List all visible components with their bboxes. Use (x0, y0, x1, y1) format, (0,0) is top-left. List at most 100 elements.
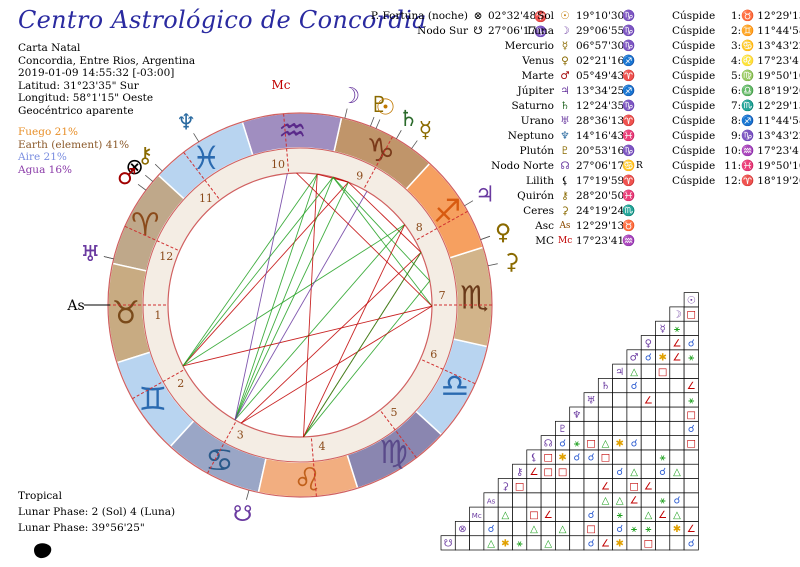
outer-planet-glyph: ♄ (398, 107, 418, 132)
planet-tick (395, 130, 402, 140)
aspect-line (234, 177, 334, 421)
page-title: Centro Astrológico de Concordia (18, 6, 427, 34)
house-number: 10 (271, 158, 285, 171)
aspect-line (182, 176, 334, 367)
cusp-sign: ♑ (741, 130, 755, 142)
aspect-line (234, 181, 349, 421)
element-fire: Fuego 21% (18, 126, 78, 138)
cusp-label: Cúspide (672, 100, 716, 112)
aspect-line (303, 280, 431, 438)
cusp-position: 11°44'58" (757, 25, 800, 37)
cusp-number: 3: (730, 40, 742, 52)
planet-sign: ♒ (622, 235, 636, 247)
cusp-number: 11: (724, 160, 742, 172)
aspect-line (182, 173, 318, 367)
zodiac-sign-glyph: ♎ (440, 367, 469, 405)
planet-sign: ♈ (622, 175, 636, 187)
aspect-line (348, 181, 422, 253)
house-number: 9 (356, 170, 363, 183)
planet-position: 24°19'24" (576, 205, 630, 217)
planet-glyph: ♃ (560, 85, 570, 97)
cusp-row: Cúspide 7:♏12°29'13" (672, 100, 800, 113)
zodiac-sign-glyph: ♓ (192, 139, 221, 177)
outer-planet-glyph: ☿ (419, 118, 433, 143)
aspect-line (234, 173, 318, 421)
moon-phase-icon (34, 543, 52, 559)
aspect-line (332, 176, 433, 307)
inner-circle (167, 172, 433, 438)
house-cusp-line (363, 136, 393, 190)
planet-sign: ♓ (622, 190, 636, 202)
planet-sign: ♉ (622, 220, 636, 232)
house-number: 12 (159, 250, 173, 263)
planet-row: Lilith ⚸ 17°19'59" ♈ (478, 175, 668, 188)
outer-planet-glyph: ♅ (80, 242, 100, 267)
cusp-position: 19°50'16" (757, 160, 800, 172)
planet-sign: ♓ (622, 130, 636, 142)
planet-position: 02°21'16" (576, 55, 630, 67)
midheaven-label: Mc (272, 78, 291, 92)
element-air: Aire 21% (18, 151, 67, 164)
planet-tick (369, 116, 375, 127)
retrograde-flag: R (636, 161, 643, 171)
planet-tick (137, 183, 147, 191)
planet-position: 05°49'43" (576, 70, 630, 82)
planet-name: Júpiter (517, 85, 554, 97)
planet-glyph: ☿ (561, 40, 569, 52)
planet-position: 06°57'30" (576, 40, 630, 52)
planet-sign: ♐ (622, 85, 636, 97)
planet-position: 14°16'43" (576, 130, 630, 142)
planet-row: Mercurio ☿ 06°57'30" ♑ (478, 40, 668, 53)
planet-tick (245, 490, 250, 500)
zodiac-sign-glyph: ♑ (366, 131, 395, 169)
planet-glyph: ♅ (560, 115, 570, 127)
cusp-sign: ♓ (741, 160, 755, 172)
chart-type: Carta Natal (18, 42, 81, 54)
cusp-sign: ♉ (741, 10, 755, 22)
planet-tick (411, 140, 418, 149)
cusp-position: 12°29'13" (757, 10, 800, 22)
planet-position: 17°23'41" (576, 235, 630, 247)
chart-latitude: Latitud: 31°23'35" Sur (18, 79, 139, 92)
outer-planet-glyph: ☽ (341, 84, 361, 109)
aspect-line (182, 305, 433, 367)
planet-sign: ♑ (622, 40, 636, 52)
planet-name: Lilith (525, 175, 554, 187)
zodiac-sign-glyph: ♋ (205, 441, 234, 479)
planet-row: Ceres ⚳ 24°19'24" ♏ (478, 205, 668, 218)
planet-tick (344, 108, 348, 119)
cusp-number: 2: (730, 25, 742, 37)
cusp-sign: ♈ (741, 175, 755, 187)
fortune-pos: 02°32'48" (488, 10, 542, 22)
chart-location: Concordia, Entre Rios, Argentina (18, 54, 196, 67)
fortune-name: P. Fortuna (noche) (370, 10, 468, 22)
cusp-number: 1: (730, 10, 742, 22)
chart-longitude: Longitud: 58°1'15" Oeste (18, 92, 154, 105)
house-cusp-line (207, 420, 237, 474)
planet-name: Marte (521, 70, 554, 82)
cusp-position: 17°23'41" (757, 145, 800, 157)
planet-row: MC Mc 17°23'41" ♒ (478, 235, 668, 248)
planet-name: Mercurio (504, 40, 554, 52)
planet-glyph: ⚳ (561, 205, 569, 217)
house-number: 3 (237, 428, 244, 441)
planet-glyph: Mc (558, 236, 573, 246)
house-number: 7 (439, 289, 446, 302)
cusp-position: 18°19'20" (757, 175, 800, 187)
planet-sign: ♐ (622, 55, 636, 67)
planet-row: Asc As 12°29'13" ♉ (478, 220, 668, 233)
planet-name: Quirón (517, 190, 554, 202)
planet-glyph: As (559, 221, 571, 231)
planet-row: Marte ♂ 05°49'43" ♈ (478, 70, 668, 83)
planet-tick (487, 263, 498, 267)
cusp-position: 17°23'41" (757, 55, 800, 67)
planet-glyph: ♆ (560, 130, 570, 142)
aspect-line (234, 173, 288, 420)
planet-name: Asc (535, 220, 554, 232)
aspect-line (234, 191, 368, 421)
planet-tick (103, 256, 114, 260)
cusp-number: 8: (730, 115, 742, 127)
planet-sign: ♈ (622, 115, 636, 127)
planet-name: Ceres (523, 205, 554, 217)
house-number: 6 (430, 348, 437, 361)
